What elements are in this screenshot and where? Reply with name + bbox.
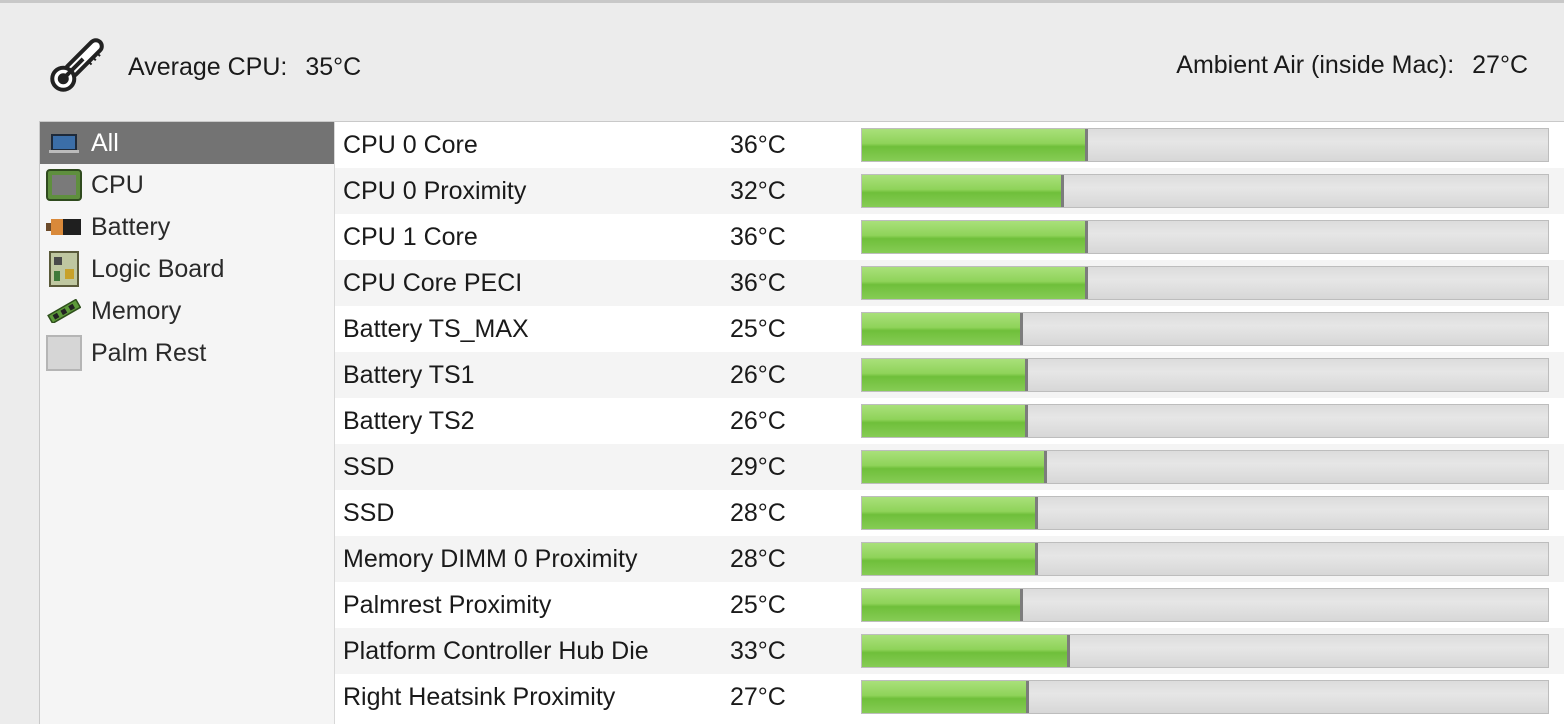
sensor-row[interactable]: SSD 29°C	[335, 444, 1564, 490]
sidebar-item-label: CPU	[91, 170, 144, 199]
sensor-name: CPU 1 Core	[343, 223, 478, 251]
temperature-bar	[861, 404, 1549, 438]
sensor-name: SSD	[343, 453, 395, 481]
temperature-bar	[861, 312, 1549, 346]
temperature-bar-fill	[862, 635, 1070, 667]
sensor-name: Memory DIMM 0 Proximity	[343, 545, 638, 573]
temperature-bar-fill	[862, 451, 1048, 483]
temperature-bar-fill	[862, 497, 1038, 529]
sensor-row[interactable]: Right Heatsink Proximity 27°C	[335, 674, 1564, 720]
window-top-border	[0, 0, 1564, 3]
sensor-row[interactable]: CPU 0 Core 36°C	[335, 122, 1564, 168]
average-cpu-value: 35°C	[305, 53, 362, 81]
sensor-row[interactable]: Battery TS2 26°C	[335, 398, 1564, 444]
sensor-name: Battery TS_MAX	[343, 315, 529, 343]
sensor-row[interactable]: CPU 1 Core 36°C	[335, 214, 1564, 260]
temperature-bar-fill	[862, 221, 1089, 253]
sensor-row[interactable]: SSD 28°C	[335, 490, 1564, 536]
sensor-name: Platform Controller Hub Die	[343, 637, 649, 665]
sensor-temperature: 28°C	[730, 499, 786, 527]
temperature-bar-fill	[862, 589, 1024, 621]
temperature-bar-fill	[862, 175, 1065, 207]
sensor-name: CPU Core PECI	[343, 269, 523, 297]
sensor-name: Battery TS2	[343, 407, 475, 435]
temperature-bar-fill	[862, 543, 1038, 575]
temperature-bar-fill	[862, 267, 1089, 299]
sensor-row[interactable]: Palmrest Proximity 25°C	[335, 582, 1564, 628]
temperature-bar-fill	[862, 129, 1089, 161]
palm-rest-icon	[45, 334, 83, 372]
sidebar-item-palm-rest[interactable]: Palm Rest	[40, 332, 334, 374]
category-sidebar: All CPU Battery Logic Board Memory Palm …	[39, 121, 334, 724]
temperature-bar-fill	[862, 359, 1028, 391]
sensor-name: SSD	[343, 499, 395, 527]
temperature-bar	[861, 450, 1549, 484]
sensor-temperature: 33°C	[730, 637, 786, 665]
temperature-bar	[861, 358, 1549, 392]
sensor-name: Battery TS1	[343, 361, 475, 389]
sidebar-item-battery[interactable]: Battery	[40, 206, 334, 248]
sidebar-item-label: All	[91, 128, 119, 157]
temperature-bar	[861, 496, 1549, 530]
temperature-bar	[861, 128, 1549, 162]
ambient-air: Ambient Air (inside Mac): 27°C	[1176, 51, 1528, 80]
sidebar-item-label: Memory	[91, 296, 182, 325]
sensor-row[interactable]: CPU 0 Proximity 32°C	[335, 168, 1564, 214]
sensor-row[interactable]: Battery TS_MAX 25°C	[335, 306, 1564, 352]
sensor-temperature: 26°C	[730, 361, 786, 389]
temperature-bar-fill	[862, 681, 1030, 713]
average-cpu: Average CPU: 35°C	[128, 53, 361, 82]
sensor-temperature: 28°C	[730, 545, 786, 573]
sensor-row[interactable]: Battery TS1 26°C	[335, 352, 1564, 398]
sensor-temperature: 29°C	[730, 453, 786, 481]
summary-header: Average CPU: 35°C Ambient Air (inside Mac…	[0, 3, 1564, 120]
sensor-temperature: 36°C	[730, 223, 786, 251]
laptop-icon	[45, 124, 83, 162]
sidebar-item-all[interactable]: All	[40, 122, 334, 164]
sensor-name: Palmrest Proximity	[343, 591, 552, 619]
sidebar-item-memory[interactable]: Memory	[40, 290, 334, 332]
sensor-name: Right Heatsink Proximity	[343, 683, 616, 711]
sidebar-item-logic-board[interactable]: Logic Board	[40, 248, 334, 290]
thermometer-icon	[50, 38, 104, 92]
sidebar-item-label: Battery	[91, 212, 171, 241]
sidebar-item-label: Palm Rest	[91, 338, 207, 367]
sensor-temperature: 25°C	[730, 591, 786, 619]
temperature-bar	[861, 220, 1549, 254]
ambient-air-value: 27°C	[1472, 51, 1528, 79]
sensor-row[interactable]: CPU Core PECI 36°C	[335, 260, 1564, 306]
sensor-row[interactable]: Memory DIMM 0 Proximity 28°C	[335, 536, 1564, 582]
temperature-bar	[861, 588, 1549, 622]
sensor-temperature: 32°C	[730, 177, 786, 205]
temperature-bar-fill	[862, 313, 1024, 345]
memory-stick-icon	[45, 292, 83, 330]
sensor-temperature: 25°C	[730, 315, 786, 343]
average-cpu-label: Average CPU:	[128, 53, 288, 81]
sidebar-item-cpu[interactable]: CPU	[40, 164, 334, 206]
ambient-air-label: Ambient Air (inside Mac):	[1176, 51, 1455, 79]
sensor-row[interactable]: Platform Controller Hub Die 33°C	[335, 628, 1564, 674]
logic-board-icon	[45, 250, 83, 288]
battery-icon	[45, 208, 83, 246]
temperature-bar	[861, 680, 1549, 714]
sensor-name: CPU 0 Core	[343, 131, 478, 159]
sensor-temperature: 26°C	[730, 407, 786, 435]
temperature-bar	[861, 266, 1549, 300]
sensor-table: CPU 0 Core 36°C CPU 0 Proximity 32°C CPU 1 C…	[334, 121, 1564, 724]
temperature-bar-fill	[862, 405, 1028, 437]
sensor-temperature: 27°C	[730, 683, 786, 711]
sensor-temperature: 36°C	[730, 131, 786, 159]
temperature-bar	[861, 542, 1549, 576]
temperature-bar	[861, 174, 1549, 208]
sensor-name: CPU 0 Proximity	[343, 177, 527, 205]
sidebar-item-label: Logic Board	[91, 254, 225, 283]
sensor-temperature: 36°C	[730, 269, 786, 297]
cpu-chip-icon	[45, 166, 83, 204]
temperature-bar	[861, 634, 1549, 668]
